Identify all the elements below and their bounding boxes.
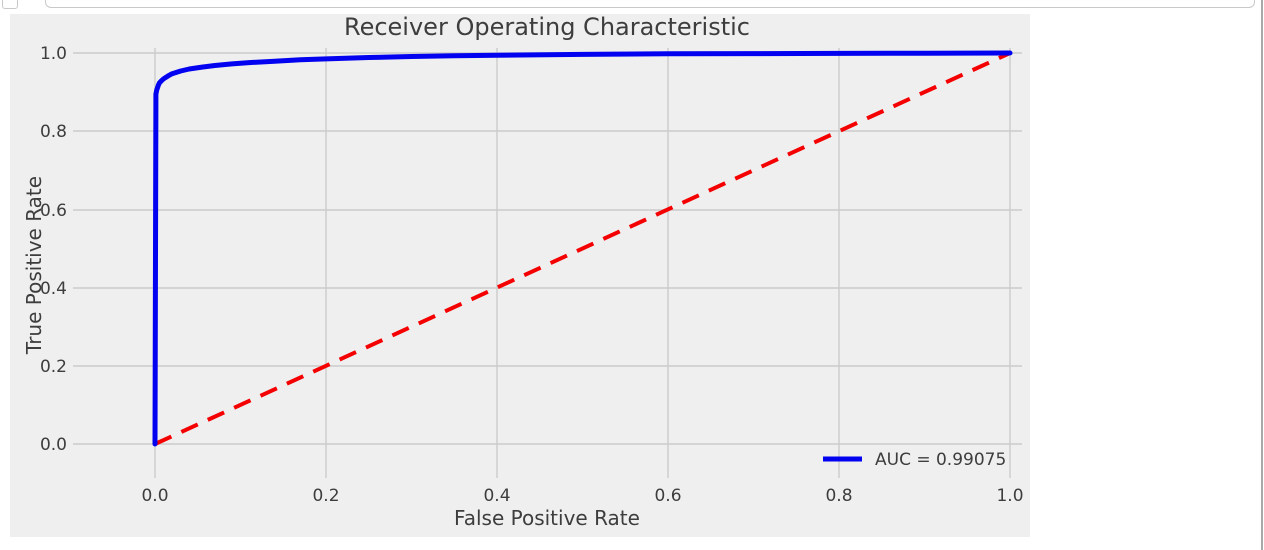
roc-figure: Receiver Operating Characteristic 0.0 0.… (10, 14, 1030, 537)
y-tick-0.6: 0.6 (40, 201, 67, 221)
y-tick-0.8: 0.8 (40, 122, 67, 142)
notebook-cell-input-box[interactable] (45, 0, 1255, 8)
legend-label: AUC = 0.99075 (875, 450, 1006, 470)
x-tick-0.6: 0.6 (654, 486, 681, 506)
notebook-cell-prompt-box[interactable] (2, 0, 18, 9)
x-tick-labels: 0.0 0.2 0.4 0.6 0.8 1.0 (141, 486, 1023, 506)
y-axis-label: True Positive Rate (22, 176, 46, 355)
y-tick-labels: 1.0 0.8 0.6 0.4 0.2 0.0 (40, 44, 67, 455)
x-tick-0.8: 0.8 (825, 486, 852, 506)
x-tick-0.4: 0.4 (483, 486, 510, 506)
panel-right-border (1261, 0, 1263, 550)
x-tick-1.0: 1.0 (996, 486, 1023, 506)
chance-line (154, 51, 1011, 446)
grid (73, 48, 1022, 478)
roc-plot-canvas: Receiver Operating Characteristic 0.0 0.… (22, 14, 1024, 530)
roc-curve (152, 50, 1013, 447)
y-tick-0.4: 0.4 (40, 279, 67, 299)
x-tick-0.0: 0.0 (141, 486, 168, 506)
x-axis-label: False Positive Rate (454, 506, 640, 530)
x-tick-0.2: 0.2 (312, 486, 339, 506)
legend: AUC = 0.99075 (823, 450, 1006, 470)
y-tick-0.0: 0.0 (40, 435, 67, 455)
y-tick-1.0: 1.0 (40, 44, 67, 64)
y-tick-0.2: 0.2 (40, 357, 67, 377)
chart-title: Receiver Operating Characteristic (344, 14, 750, 41)
